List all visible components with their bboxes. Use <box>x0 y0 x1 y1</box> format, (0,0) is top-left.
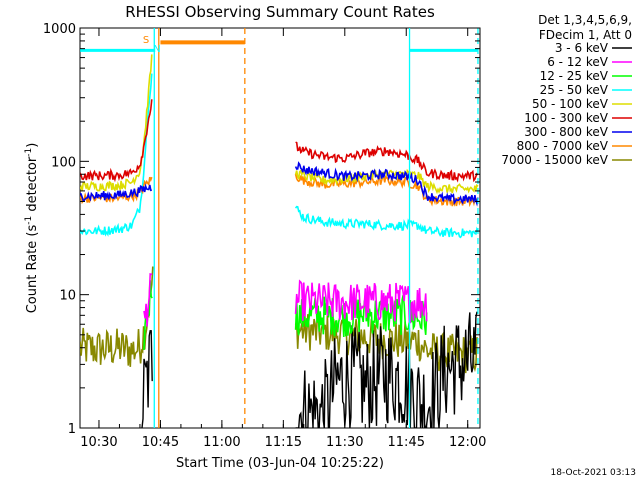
legend-entry-7000-15000-kev: 7000 - 15000 keV <box>501 153 632 167</box>
series-segment-7000-15000-kev <box>80 266 154 367</box>
legend-label: 7000 - 15000 keV <box>501 153 608 167</box>
y-tick-label-100: 100 <box>51 155 76 170</box>
plot-frame <box>79 27 481 429</box>
series-segment-6-12-kev <box>143 272 153 327</box>
series-segment-50-100-kev <box>80 54 153 193</box>
legend-entry-50-100-kev: 50 - 100 keV <box>532 97 632 111</box>
legend-label: 50 - 100 keV <box>532 97 609 111</box>
legend-entry-6-12-kev: 6 - 12 keV <box>547 55 632 69</box>
timestamp: 18-Oct-2021 03:13 <box>551 468 636 478</box>
legend-label: 300 - 800 keV <box>524 125 608 139</box>
legend-label: 6 - 12 keV <box>547 55 609 69</box>
series-segment-3-6-kev <box>295 311 479 428</box>
legend: Det 1,3,4,5,6,9, FDecim 1, Att 0 3 - 6 k… <box>501 13 632 167</box>
series-segment-6-12-kev <box>294 279 428 324</box>
x-axis: 10:30 10:45 11:00 11:15 11:30 11:45 12:00 <box>80 28 486 450</box>
series-100-300-kev <box>80 99 479 183</box>
legend-label: 12 - 25 keV <box>540 69 609 83</box>
y-tick-label-1: 1 <box>68 422 76 437</box>
series-300-800-kev <box>80 161 479 207</box>
y-tick-label-10: 10 <box>59 289 76 304</box>
legend-entry-100-300-kev: 100 - 300 keV <box>524 111 632 125</box>
series-segment-100-300-kev <box>80 99 153 183</box>
x-tick-label-11-15: 11:15 <box>265 435 302 450</box>
saa-label: S <box>143 35 149 46</box>
legend-entry-300-800-kev: 300 - 800 keV <box>524 125 632 139</box>
series-segment-12-25-kev <box>294 294 428 338</box>
x-axis-label: Start Time (03-Jun-04 10:25:22) <box>176 456 384 471</box>
y-label-sup1: -1 <box>24 216 34 225</box>
series-segment-25-50-kev <box>294 205 479 239</box>
x-tick-label-11-45: 11:45 <box>388 435 425 450</box>
series-segment-100-300-kev <box>295 141 479 183</box>
legend-label: 100 - 300 keV <box>524 111 608 125</box>
legend-header-2: FDecim 1, Att 0 <box>539 28 632 42</box>
series-6-12-kev <box>143 272 428 327</box>
series-segment-3-6-kev <box>141 329 153 428</box>
chart-title: RHESSI Observing Summary Count Rates <box>125 3 435 21</box>
series-segment-25-50-kev <box>80 73 153 237</box>
legend-entry-3-6-kev: 3 - 6 keV <box>555 41 632 55</box>
legend-label: 800 - 7000 keV <box>517 139 609 153</box>
x-tick-label-11-00: 11:00 <box>203 435 240 450</box>
y-label-end: ) <box>25 143 40 148</box>
night-label: N <box>153 44 160 55</box>
y-tick-label-1000: 1000 <box>43 22 76 37</box>
legend-label: 25 - 50 keV <box>540 83 609 97</box>
legend-entry-800-7000-kev: 800 - 7000 keV <box>517 139 632 153</box>
series-25-50-kev <box>80 73 479 239</box>
x-tick-label-10-30: 10:30 <box>80 435 117 450</box>
series-segment-300-800-kev <box>294 161 479 207</box>
x-tick-label-10-45: 10:45 <box>142 435 179 450</box>
series-segment-50-100-kev <box>294 168 479 195</box>
y-label-sup2: -1 <box>24 148 34 157</box>
x-tick-label-12-00: 12:00 <box>449 435 486 450</box>
series-3-6-kev <box>141 311 479 428</box>
legend-header-1: Det 1,3,4,5,6,9, <box>538 13 632 27</box>
y-label-main: Count Rate (s <box>25 225 40 314</box>
series-layer <box>80 40 479 428</box>
legend-label: 3 - 6 keV <box>555 41 609 55</box>
legend-entry-12-25-kev: 12 - 25 keV <box>540 69 632 83</box>
series-50-100-kev <box>80 54 479 195</box>
legend-entry-25-50-kev: 25 - 50 keV <box>540 83 632 97</box>
y-label-mid: detector <box>25 156 40 216</box>
series-segment-800-7000-kev <box>294 174 479 208</box>
x-tick-label-11-30: 11:30 <box>326 435 363 450</box>
y-axis: 1 10 100 1000 <box>43 22 480 437</box>
series-segment-300-800-kev <box>80 183 152 202</box>
marker-layer <box>153 28 479 428</box>
y-axis-label: Count Rate (s-1 detector-1) <box>24 143 40 314</box>
